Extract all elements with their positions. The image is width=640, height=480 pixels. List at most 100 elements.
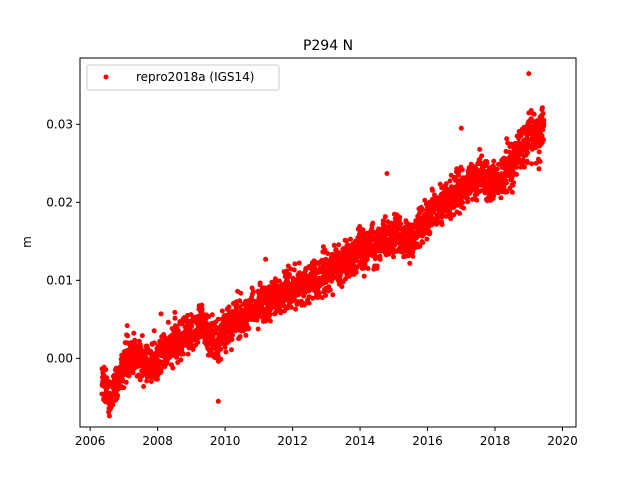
data-point (226, 304, 232, 310)
data-point (539, 133, 545, 139)
data-point (465, 199, 471, 205)
data-point (103, 367, 109, 373)
data-point (504, 189, 510, 195)
data-point (293, 306, 299, 312)
data-point (229, 347, 234, 353)
data-point (520, 157, 526, 163)
data-point (443, 181, 449, 187)
data-point (518, 133, 524, 139)
data-point (125, 333, 131, 339)
data-point (291, 267, 297, 273)
data-point (288, 304, 294, 310)
data-point (541, 123, 547, 129)
data-point (148, 379, 154, 384)
data-point (272, 276, 278, 282)
data-point (104, 375, 110, 381)
data-point (120, 371, 126, 377)
x-tick-label: 2014 (345, 434, 376, 448)
data-point (250, 289, 256, 295)
data-point (280, 298, 286, 304)
data-point (525, 150, 530, 156)
data-point (151, 340, 157, 346)
data-point (210, 333, 216, 339)
data-point (144, 378, 150, 384)
data-point (323, 256, 329, 262)
data-point (491, 158, 497, 164)
data-point (420, 240, 426, 245)
data-point (381, 218, 387, 224)
data-point (424, 236, 430, 242)
data-point (215, 316, 221, 322)
data-point (384, 171, 390, 176)
data-point (257, 280, 263, 286)
data-point (540, 111, 546, 116)
data-point (377, 256, 383, 262)
x-tick-label: 2012 (277, 434, 308, 448)
data-point (276, 278, 282, 284)
data-point (410, 249, 416, 255)
data-point (286, 272, 292, 277)
data-point (265, 300, 271, 306)
y-tick-label: 0.01 (46, 273, 73, 287)
chart-title: P294 N (303, 38, 353, 54)
data-point (354, 258, 360, 264)
data-point (504, 180, 509, 186)
data-point (348, 236, 353, 242)
data-point (238, 290, 244, 296)
data-point (514, 171, 519, 177)
data-point (374, 263, 380, 269)
data-point (209, 312, 215, 318)
data-point (223, 349, 229, 355)
data-point (410, 253, 416, 259)
y-tick-label: 0.00 (46, 351, 73, 365)
data-point (267, 318, 273, 324)
data-point (484, 161, 490, 166)
data-point (132, 337, 138, 343)
data-point (457, 210, 463, 216)
data-point (230, 332, 235, 338)
data-point (170, 365, 176, 371)
data-point (306, 300, 312, 306)
data-point (364, 256, 370, 262)
data-point (330, 292, 336, 298)
data-point (541, 117, 547, 123)
data-points (99, 71, 547, 419)
data-point (246, 326, 252, 331)
data-point (189, 323, 195, 329)
data-point (447, 178, 453, 184)
data-point (139, 333, 145, 339)
data-point (165, 319, 171, 325)
data-point (494, 166, 500, 172)
data-point (451, 205, 457, 211)
data-point (243, 332, 249, 338)
data-point (361, 273, 367, 279)
data-point (263, 256, 269, 262)
data-point (378, 248, 384, 254)
data-point (530, 118, 536, 124)
data-point (199, 302, 205, 308)
x-tick-label: 2020 (547, 434, 578, 448)
data-point (218, 346, 224, 352)
data-point (255, 326, 261, 332)
data-point (479, 153, 485, 159)
data-point (158, 311, 164, 317)
data-point (510, 169, 516, 175)
plot-frame (79, 57, 577, 428)
data-point (513, 164, 519, 170)
data-point (172, 309, 178, 315)
data-point (106, 413, 112, 419)
data-point (130, 370, 136, 376)
data-point (237, 298, 243, 304)
data-point (531, 111, 537, 117)
data-point (336, 242, 342, 248)
data-point (533, 160, 539, 166)
data-point (219, 308, 225, 314)
data-point (119, 377, 125, 382)
data-point (151, 328, 157, 334)
data-point (346, 273, 352, 279)
data-point (362, 261, 368, 267)
data-point (540, 127, 546, 133)
data-point (427, 229, 433, 235)
data-point (536, 149, 542, 155)
